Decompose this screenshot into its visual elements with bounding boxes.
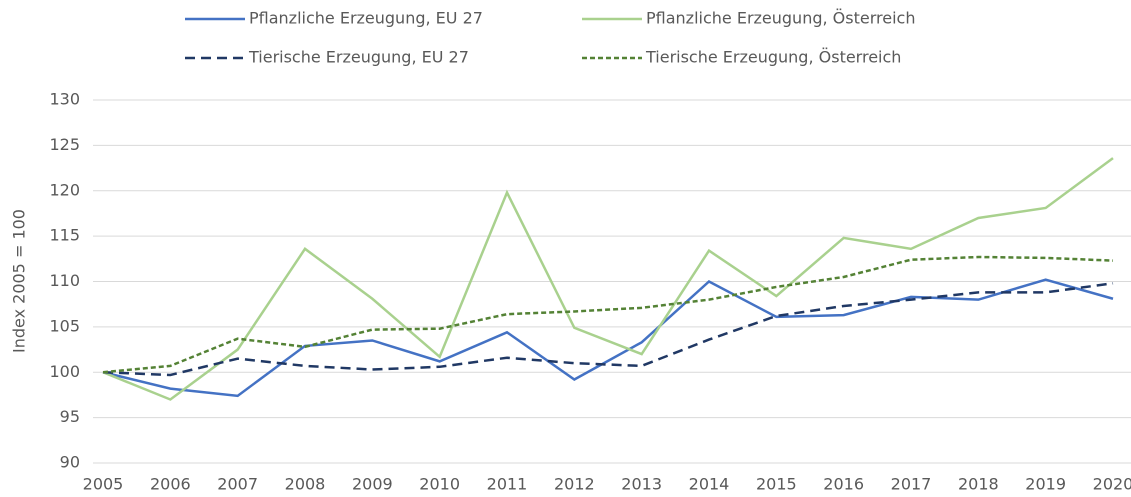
y-tick-label: 125 [49, 135, 80, 154]
x-tick-label: 2018 [958, 475, 999, 494]
legend-label: Pflanzliche Erzeugung, Österreich [646, 9, 915, 28]
y-tick-label: 115 [49, 226, 80, 245]
x-tick-label: 2007 [217, 475, 258, 494]
x-tick-label: 2019 [1025, 475, 1066, 494]
y-axis-label: Index 2005 = 100 [10, 209, 29, 353]
x-tick-label: 2015 [756, 475, 797, 494]
legend-label: Tierische Erzeugung, Österreich [645, 48, 901, 67]
legend-label: Tierische Erzeugung, EU 27 [248, 48, 469, 67]
x-tick-label: 2010 [419, 475, 460, 494]
y-tick-label: 120 [49, 180, 80, 199]
y-tick-label: 100 [49, 362, 80, 381]
x-tick-label: 2008 [285, 475, 326, 494]
x-tick-label: 2020 [1093, 475, 1131, 494]
series-line [102, 255, 1114, 374]
y-tick-label: 105 [49, 316, 80, 335]
series-line [102, 157, 1114, 401]
legend-label: Pflanzliche Erzeugung, EU 27 [249, 9, 483, 28]
x-tick-label: 2016 [823, 475, 864, 494]
x-tick-label: 2011 [487, 475, 528, 494]
x-tick-label: 2017 [891, 475, 932, 494]
series-line [102, 282, 1114, 377]
x-tick-label: 2013 [621, 475, 662, 494]
y-tick-label: 110 [49, 271, 80, 290]
series-line [102, 278, 1114, 398]
x-tick-label: 2006 [150, 475, 191, 494]
y-tick-label: 95 [60, 407, 80, 426]
x-tick-label: 2012 [554, 475, 595, 494]
y-tick-label: 130 [49, 90, 80, 109]
x-tick-label: 2009 [352, 475, 393, 494]
x-tick-label: 2014 [689, 475, 730, 494]
x-tick-label: 2005 [83, 475, 124, 494]
y-tick-label: 90 [60, 453, 80, 472]
